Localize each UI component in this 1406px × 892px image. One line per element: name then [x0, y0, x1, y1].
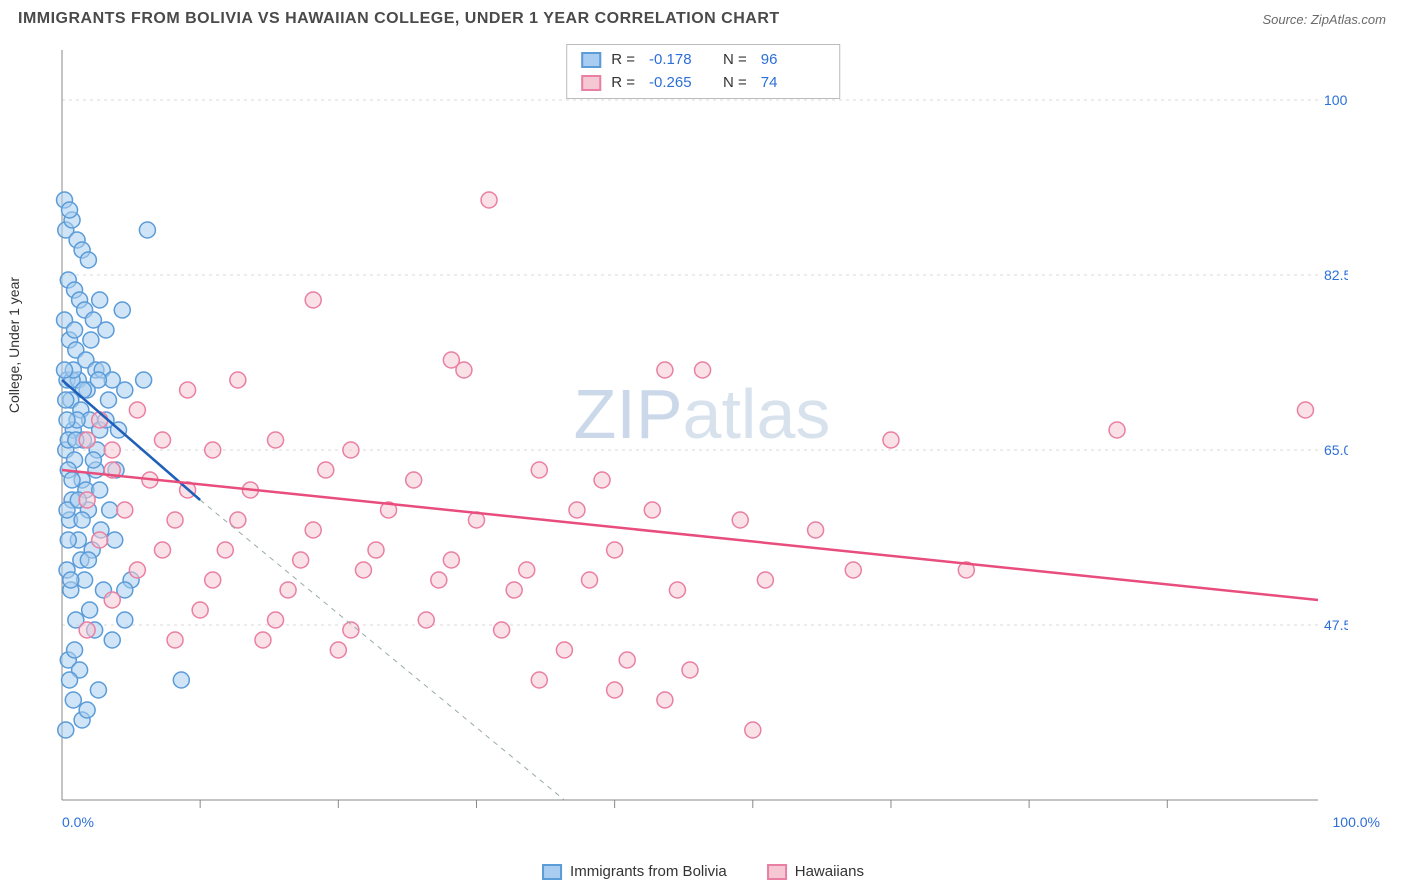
swatch-bottom-1: [542, 864, 562, 880]
chart-header: IMMIGRANTS FROM BOLIVIA VS HAWAIIAN COLL…: [0, 0, 1406, 34]
source-prefix: Source:: [1262, 12, 1310, 27]
chart-area: College, Under 1 year 47.5%65.0%82.5%100…: [18, 40, 1386, 852]
chart-title: IMMIGRANTS FROM BOLIVIA VS HAWAIIAN COLL…: [18, 10, 780, 28]
legend-row-1: R = -0.178 N = 96: [581, 49, 825, 72]
scatter-plot-svg: 47.5% 65.0% 82.5% 100.0%: [18, 40, 1348, 830]
swatch-series-1: [581, 52, 601, 68]
swatch-bottom-2: [767, 864, 787, 880]
legend-label-2: Hawaiians: [795, 863, 864, 880]
legend-item-2: Hawaiians: [767, 863, 864, 880]
r-label-1: R =: [611, 49, 635, 72]
series-legend: Immigrants from Bolivia Hawaiians: [542, 863, 864, 880]
source-name: ZipAtlas.com: [1311, 12, 1386, 27]
svg-text:65.0%: 65.0%: [1324, 442, 1348, 458]
chart-source: Source: ZipAtlas.com: [1262, 12, 1386, 27]
x-axis-min-label: 0.0%: [62, 814, 94, 830]
n-label-2: N =: [723, 72, 747, 95]
r-value-2: -0.265: [649, 72, 699, 95]
r-label-2: R =: [611, 72, 635, 95]
svg-text:82.5%: 82.5%: [1324, 267, 1348, 283]
legend-item-1: Immigrants from Bolivia: [542, 863, 727, 880]
y-axis-label: College, Under 1 year: [6, 277, 22, 413]
n-value-1: 96: [761, 49, 811, 72]
n-value-2: 74: [761, 72, 811, 95]
svg-text:47.5%: 47.5%: [1324, 617, 1348, 633]
svg-text:100.0%: 100.0%: [1324, 92, 1348, 108]
n-label-1: N =: [723, 49, 747, 72]
legend-row-2: R = -0.265 N = 74: [581, 72, 825, 95]
swatch-series-2: [581, 75, 601, 91]
correlation-legend: R = -0.178 N = 96 R = -0.265 N = 74: [566, 44, 840, 99]
r-value-1: -0.178: [649, 49, 699, 72]
legend-label-1: Immigrants from Bolivia: [570, 863, 727, 880]
x-axis-max-label: 100.0%: [1333, 814, 1380, 830]
